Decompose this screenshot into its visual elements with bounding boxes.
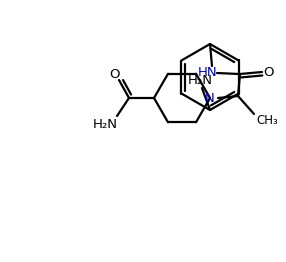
Text: H₂N: H₂N xyxy=(92,117,118,130)
Text: HN: HN xyxy=(198,66,218,79)
Text: N: N xyxy=(205,91,215,105)
Text: H₂N: H₂N xyxy=(188,74,212,88)
Text: O: O xyxy=(264,66,274,79)
Text: O: O xyxy=(109,68,119,81)
Text: CH₃: CH₃ xyxy=(256,114,278,128)
